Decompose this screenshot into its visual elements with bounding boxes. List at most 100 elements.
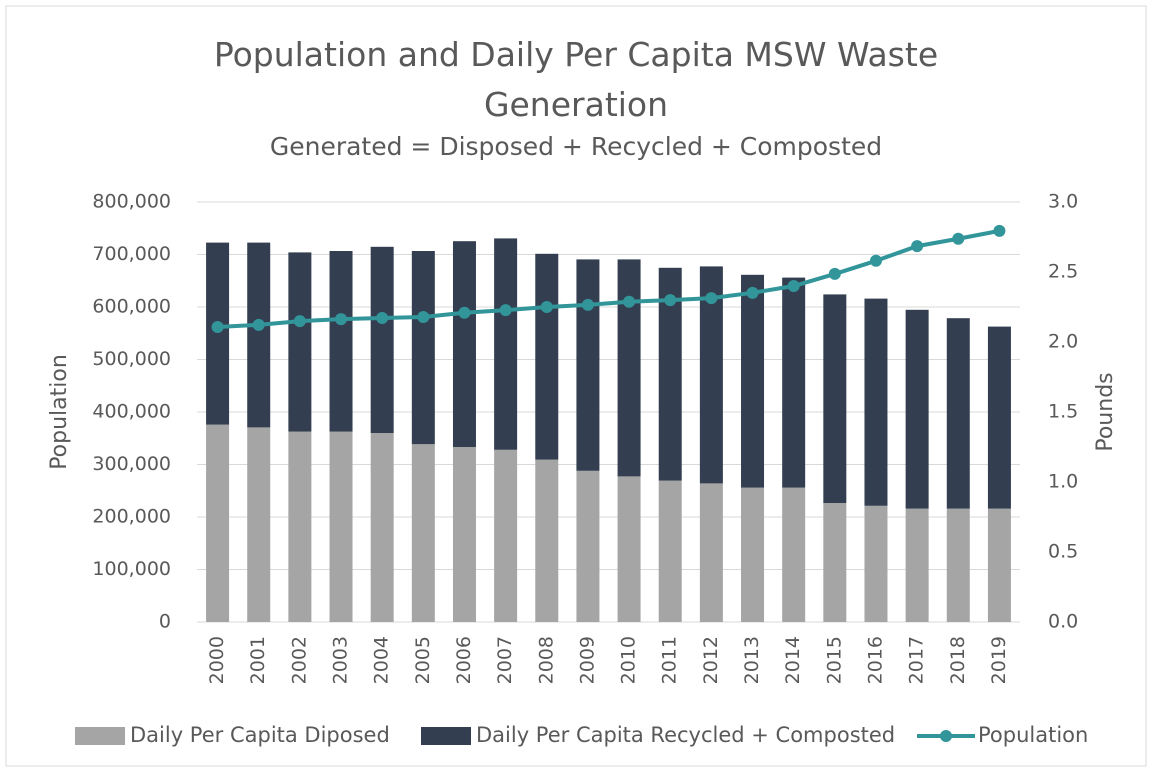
bar-segment <box>452 241 476 447</box>
line-point <box>376 312 389 325</box>
x-tick-label: 2013 <box>741 636 763 684</box>
line-point <box>746 286 759 299</box>
bar-segment <box>658 267 682 481</box>
x-tick-label: 2005 <box>412 636 434 684</box>
x-tick-label: 2000 <box>206 636 228 684</box>
y-tick-label: 700,000 <box>92 243 171 265</box>
y2-tick-label: 0.0 <box>1048 611 1078 633</box>
bar-segment <box>576 259 600 471</box>
bar-segment <box>411 444 435 622</box>
bar-segment <box>535 459 559 622</box>
x-tick-label: 2008 <box>535 636 557 684</box>
legend-label: Daily Per Capita Recycled + Composted <box>476 723 895 747</box>
line-point <box>211 320 224 333</box>
line-point <box>952 232 965 245</box>
bar-segment <box>206 424 230 622</box>
x-tick-label: 2001 <box>247 636 269 684</box>
x-tick-label: 2010 <box>618 636 640 684</box>
line-point <box>417 310 430 323</box>
legend-swatch <box>75 727 125 745</box>
line-point <box>252 318 265 331</box>
y-tick-label: 600,000 <box>92 296 171 318</box>
line-point <box>869 254 882 267</box>
line-point <box>787 280 800 292</box>
bar-segment <box>905 508 929 622</box>
bar-segment <box>946 318 970 509</box>
bar-segment <box>494 449 518 622</box>
y2-axis-title: Pounds <box>1093 372 1118 451</box>
x-tick-label: 2015 <box>823 636 845 684</box>
y2-tick-label: 1.0 <box>1048 471 1078 493</box>
line-point <box>540 301 553 313</box>
y2-tick-label: 2.0 <box>1048 331 1078 353</box>
population-line <box>217 228 1000 329</box>
line-point <box>293 315 306 328</box>
y-tick-label: 0 <box>159 611 171 633</box>
y2-tick-label: 1.5 <box>1048 401 1078 423</box>
bar-segment <box>288 431 312 622</box>
bar-segment <box>494 238 518 450</box>
bar-segment <box>370 246 394 433</box>
bar-segment <box>699 483 723 622</box>
x-tick-label: 2017 <box>906 636 928 684</box>
x-tick-label: 2012 <box>700 636 722 684</box>
y2-tick-label: 2.5 <box>1048 261 1078 283</box>
legend-swatch-point <box>940 730 952 742</box>
bar-segment <box>946 508 970 622</box>
x-tick-label: 2016 <box>864 636 886 684</box>
bar-segment <box>741 274 765 488</box>
chart-title: Population and Daily Per Capita MSW Wast… <box>213 35 939 124</box>
legend-swatch <box>421 727 471 745</box>
y-tick-label: 100,000 <box>92 558 171 580</box>
line-point <box>828 267 841 280</box>
bar-segment <box>658 480 682 622</box>
bar-segment <box>535 253 559 460</box>
x-tick-label: 2006 <box>453 636 475 684</box>
line-point <box>335 313 348 326</box>
bar-segment <box>864 505 888 622</box>
y2-tick-label: 3.0 <box>1048 191 1078 213</box>
x-tick-label: 2002 <box>288 636 310 684</box>
bar-segment <box>617 476 641 622</box>
line-point <box>911 240 924 253</box>
bar-segment <box>370 433 394 622</box>
bar-segment <box>987 508 1011 622</box>
bar-segment <box>329 251 353 432</box>
line-point <box>581 298 594 311</box>
bar-segment <box>617 259 641 477</box>
line-point <box>705 292 718 305</box>
bar-segment <box>699 266 723 484</box>
x-tick-label: 2004 <box>371 636 393 684</box>
y-tick-label: 500,000 <box>92 348 171 370</box>
bar-segment <box>411 251 435 445</box>
y2-tick-label: 0.5 <box>1048 541 1078 563</box>
x-tick-label: 2003 <box>330 636 352 684</box>
bar-segment <box>576 470 600 622</box>
x-tick-label: 2007 <box>494 636 516 684</box>
line-point <box>458 306 471 319</box>
bar-segment <box>329 431 353 622</box>
y-axis-title: Population <box>47 354 72 470</box>
x-tick-label: 2009 <box>576 636 598 684</box>
x-tick-label: 2014 <box>782 636 804 684</box>
bar-segment <box>823 294 847 503</box>
bar-segment <box>206 242 230 425</box>
legend-label: Daily Per Capita Diposed <box>130 723 390 747</box>
bar-segment <box>288 252 312 432</box>
bar-segment <box>741 487 765 622</box>
bar-segment <box>452 447 476 622</box>
bar-segment <box>247 427 271 622</box>
bar-segment <box>987 326 1011 509</box>
bar-segment <box>823 503 847 622</box>
y-tick-label: 200,000 <box>92 506 171 528</box>
x-tick-label: 2018 <box>947 636 969 684</box>
bar-segment <box>905 309 929 509</box>
x-tick-label: 2011 <box>659 636 681 684</box>
y-tick-label: 300,000 <box>92 453 171 475</box>
line-point <box>664 294 677 307</box>
y-tick-label: 400,000 <box>92 401 171 423</box>
chart-subtitle: Generated = Disposed + Recycled + Compos… <box>269 132 883 161</box>
legend-label: Population <box>978 723 1088 747</box>
